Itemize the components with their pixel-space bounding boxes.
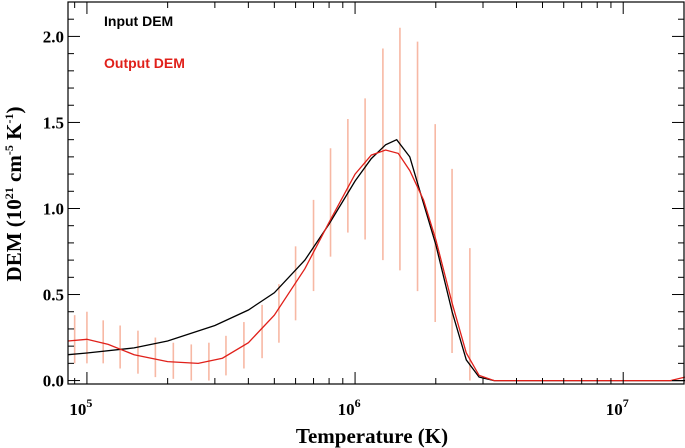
y-axis-title-suffix: ) [2,107,26,114]
series-lines-group [67,138,685,382]
y-tick-label: 1.5 [43,113,64,132]
y-tick-label: 2.0 [43,27,64,46]
x-tick-label: 106 [338,396,361,419]
legend-input-dem: Input DEM [104,13,173,29]
y-axis-title-exp1: 21 [2,187,16,199]
x-ticks-group: 105 106 107 [69,2,629,419]
legend: Input DEM Output DEM [104,13,185,71]
plot-frame [67,1,685,385]
output-dem-line [67,149,685,382]
x-axis-title: Temperature (K) [296,424,448,448]
y-axis-title-mid: cm [2,155,26,188]
y-axis-title: DEM (1021 cm-5 K-1) [2,107,26,282]
y-tick-label: 0.5 [43,286,64,305]
y-tick-label: 0.0 [43,372,64,391]
y-ticks-group: 0.0 0.5 1.0 1.5 2.0 [43,18,684,391]
input-dem-line [67,138,685,382]
x-tick-label: 105 [69,396,92,419]
y-tick-label: 1.0 [43,199,64,218]
y-axis-title-exp3: -1 [2,114,16,124]
y-axis-title-prefix: DEM (10 [2,199,26,281]
x-tick-label: 107 [606,396,629,419]
legend-output-dem: Output DEM [104,55,185,71]
error-bars-group [73,27,471,381]
y-axis-title-exp2: -5 [2,145,16,155]
y-axis-title-mid2: K [2,123,26,145]
